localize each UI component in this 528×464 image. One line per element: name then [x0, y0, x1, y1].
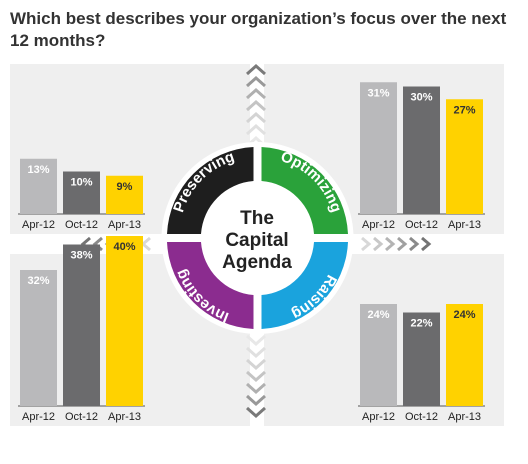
category-label-raising-apr-12: Apr-12	[362, 411, 395, 423]
bar-raising-apr-12	[360, 304, 397, 406]
value-label-optimizing-oct-12: 30%	[410, 92, 432, 104]
value-label-investing-apr-12: 32%	[27, 275, 49, 287]
bar-investing-oct-12	[63, 244, 100, 406]
bar-raising-apr-13	[446, 304, 483, 406]
center-label-line-3: Agenda	[222, 252, 292, 273]
bar-raising-oct-12	[403, 312, 440, 406]
value-label-optimizing-apr-12: 31%	[367, 87, 389, 99]
value-label-preserving-oct-12: 10%	[70, 177, 92, 189]
bar-preserving-apr-13	[106, 175, 143, 214]
bar-preserving-oct-12	[63, 171, 100, 214]
category-label-preserving-oct-12: Oct-12	[65, 219, 98, 231]
center-label-line-2: Capital	[225, 230, 288, 251]
category-label-optimizing-apr-13: Apr-13	[448, 219, 481, 231]
category-label-raising-apr-13: Apr-13	[448, 411, 481, 423]
value-label-investing-oct-12: 38%	[70, 250, 92, 262]
chevron-arrows	[80, 63, 432, 419]
category-label-optimizing-apr-12: Apr-12	[362, 219, 395, 231]
bar-investing-apr-12	[20, 270, 57, 406]
value-label-raising-apr-13: 24%	[453, 309, 475, 321]
category-label-optimizing-oct-12: Oct-12	[405, 219, 438, 231]
value-label-preserving-apr-13: 9%	[117, 181, 133, 193]
category-label-preserving-apr-13: Apr-13	[108, 219, 141, 231]
category-label-investing-apr-13: Apr-13	[108, 411, 141, 423]
investing-segment	[167, 242, 254, 329]
chart-title: Which best describes your organization’s…	[10, 9, 507, 50]
bar-preserving-apr-12	[20, 158, 57, 214]
preserving-segment	[167, 147, 254, 234]
category-label-investing-apr-12: Apr-12	[22, 411, 55, 423]
bar-optimizing-oct-12	[403, 86, 440, 214]
category-label-raising-oct-12: Oct-12	[405, 411, 438, 423]
raising-segment	[261, 242, 348, 329]
value-label-raising-oct-12: 22%	[410, 318, 432, 330]
category-label-preserving-apr-12: Apr-12	[22, 219, 55, 231]
value-label-preserving-apr-12: 13%	[27, 164, 49, 176]
center-label-line-1: The	[240, 208, 274, 229]
category-label-investing-oct-12: Oct-12	[65, 411, 98, 423]
capital-agenda-ring: Preserving Optimizing Raising Investing …	[161, 142, 354, 334]
value-label-optimizing-apr-13: 27%	[453, 104, 475, 116]
value-label-raising-apr-12: 24%	[367, 309, 389, 321]
value-label-investing-apr-13: 40%	[113, 241, 135, 253]
bar-optimizing-apr-12	[360, 82, 397, 214]
optimizing-segment	[261, 147, 348, 234]
bar-investing-apr-13	[106, 236, 143, 406]
bar-optimizing-apr-13	[446, 99, 483, 214]
